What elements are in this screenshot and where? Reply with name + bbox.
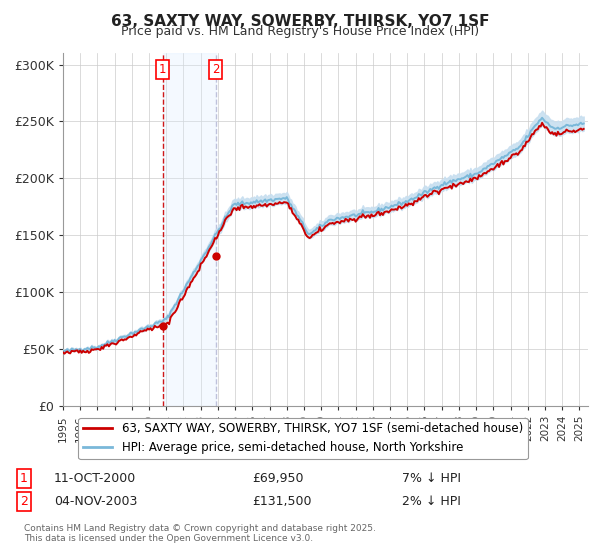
Legend: 63, SAXTY WAY, SOWERBY, THIRSK, YO7 1SF (semi-detached house), HPI: Average pric: 63, SAXTY WAY, SOWERBY, THIRSK, YO7 1SF … (78, 418, 528, 459)
Text: 63, SAXTY WAY, SOWERBY, THIRSK, YO7 1SF: 63, SAXTY WAY, SOWERBY, THIRSK, YO7 1SF (111, 14, 489, 29)
Text: Price paid vs. HM Land Registry's House Price Index (HPI): Price paid vs. HM Land Registry's House … (121, 25, 479, 38)
Text: 2: 2 (20, 494, 28, 508)
Text: 7% ↓ HPI: 7% ↓ HPI (402, 472, 461, 486)
Text: 11-OCT-2000: 11-OCT-2000 (54, 472, 136, 486)
Bar (163, 53, 216, 406)
Text: 1: 1 (159, 63, 166, 76)
Text: Contains HM Land Registry data © Crown copyright and database right 2025.
This d: Contains HM Land Registry data © Crown c… (24, 524, 376, 543)
Text: £69,950: £69,950 (252, 472, 304, 486)
Text: £131,500: £131,500 (252, 494, 311, 508)
Text: 04-NOV-2003: 04-NOV-2003 (54, 494, 137, 508)
Text: 2: 2 (212, 63, 220, 76)
Text: 1: 1 (20, 472, 28, 486)
Text: 2% ↓ HPI: 2% ↓ HPI (402, 494, 461, 508)
